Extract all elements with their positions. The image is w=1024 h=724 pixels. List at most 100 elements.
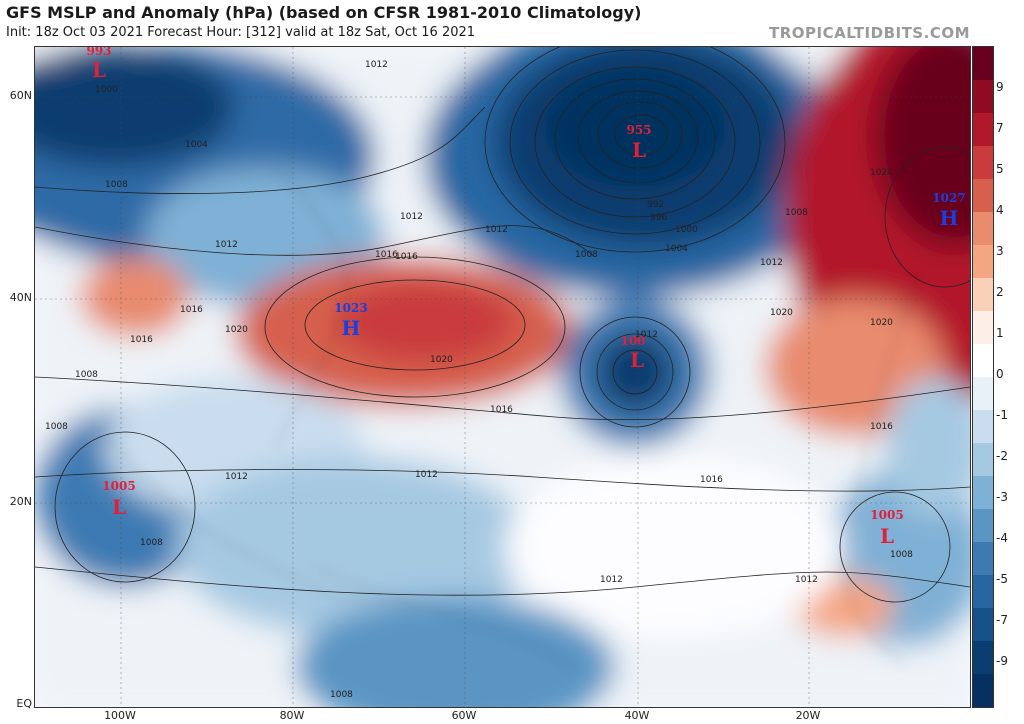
- lon-label-40w: 40W: [624, 709, 650, 722]
- lon-label-100w: 100W: [104, 709, 136, 722]
- colorbar-tick: -7: [996, 613, 1008, 627]
- lat-label-eq: EQ: [16, 697, 32, 710]
- pressure-center-group: 993 L 955 L 1027 H 1023 H 1005 L 1005 L: [86, 47, 965, 548]
- center-value: 993: [86, 47, 111, 58]
- colorbar-segment: [973, 146, 993, 179]
- isobar-label: 1020: [430, 355, 453, 365]
- low-center-1005-mexico: 1005 L: [102, 479, 135, 519]
- lat-label-40n: 40N: [9, 291, 32, 304]
- isobar-label: 1012: [600, 575, 623, 585]
- colorbar-segment: [973, 575, 993, 608]
- isobar-label: 1008: [785, 208, 808, 218]
- isobar-label: 1004: [665, 244, 688, 254]
- isobar-label: 1012: [225, 472, 248, 482]
- colorbar-tick: 3: [996, 244, 1004, 258]
- graticule: [35, 47, 970, 707]
- isobar-label: 1012: [485, 225, 508, 235]
- center-letter: L: [112, 495, 126, 519]
- center-letter: H: [342, 316, 361, 340]
- center-value: 1005: [870, 508, 903, 522]
- map-panel: 1012 1004 1000 1008 1016 1020 1012 1008 …: [34, 46, 971, 708]
- isobar-label: 1012: [215, 240, 238, 250]
- colorbar-segment: [973, 542, 993, 575]
- colorbar-segment: [973, 476, 993, 509]
- isobar-label: 1004: [185, 140, 208, 150]
- low-center-955: 955 L: [626, 123, 651, 162]
- anomaly-shading: [35, 47, 970, 707]
- coastlines: [94, 166, 916, 668]
- lon-label-20w: 20W: [795, 709, 821, 722]
- isobar-label: 1020: [870, 318, 893, 328]
- high-center-1023: 1023 H: [334, 301, 367, 340]
- isobar-label: 1016: [180, 305, 203, 315]
- center-letter: L: [92, 58, 106, 82]
- isobar-label: 1012: [795, 575, 818, 585]
- center-letter: H: [940, 206, 959, 230]
- colorbar-tick: -1: [996, 408, 1008, 422]
- isobar-label: 1012: [760, 258, 783, 268]
- high-center-1027: 1027 H: [932, 191, 965, 230]
- colorbar-segment: [973, 179, 993, 212]
- isobar-label: 992: [647, 200, 664, 210]
- isobar-label: 1008: [890, 550, 913, 560]
- colorbar-segment: [973, 212, 993, 245]
- lon-label-60w: 60W: [451, 709, 477, 722]
- isobar-label: 1008: [105, 180, 128, 190]
- colorbar-segment: [973, 608, 993, 641]
- low-center-993: 993 L: [86, 47, 111, 82]
- isobar-label: 1008: [330, 690, 353, 700]
- center-value: 100: [620, 334, 645, 348]
- isobar-label: 1024: [870, 168, 893, 178]
- colorbar-tick: 2: [996, 285, 1004, 299]
- colorbar-segment: [973, 80, 993, 113]
- isobar-label: 1016: [130, 335, 153, 345]
- colorbar-segment: [973, 509, 993, 542]
- colorbar-segment: [973, 47, 993, 80]
- lat-label-20n: 20N: [9, 495, 32, 508]
- colorbar-segment: [973, 278, 993, 311]
- isobar-label: 1020: [225, 325, 248, 335]
- isobar-label: 1012: [635, 330, 658, 340]
- colorbar-segment: [973, 245, 993, 278]
- colorbar-segment: [973, 311, 993, 344]
- isobar-label: 1012: [365, 60, 388, 70]
- center-value: 1005: [102, 479, 135, 493]
- colorbar-tick: 1: [996, 326, 1004, 340]
- colorbar-tick: -2: [996, 449, 1008, 463]
- isobar-label: 1020: [770, 308, 793, 318]
- isobar-label: 1016: [490, 405, 513, 415]
- colorbar-tick: -3: [996, 490, 1008, 504]
- colorbar-segment: [973, 377, 993, 410]
- isobar-label: 1008: [575, 250, 598, 260]
- colorbar-segment: [973, 410, 993, 443]
- anomaly-colorbar: [972, 46, 994, 708]
- chart-title: GFS MSLP and Anomaly (hPa) (based on CFS…: [6, 3, 642, 22]
- isobar-label: 1008: [75, 370, 98, 380]
- lat-label-60n: 60N: [9, 89, 32, 102]
- isobar-label-group: 1012 1004 1000 1008 1016 1020 1012 1008 …: [45, 60, 913, 700]
- colorbar-tick: 9: [996, 80, 1004, 94]
- colorbar-tick: -9: [996, 654, 1008, 668]
- center-value: 1027: [932, 191, 965, 205]
- colorbar-tick: -4: [996, 531, 1008, 545]
- map-canvas: 1012 1004 1000 1008 1016 1020 1012 1008 …: [35, 47, 970, 707]
- isobar-label: 1000: [675, 225, 698, 235]
- center-letter: L: [630, 348, 644, 372]
- isobar-label: 996: [650, 213, 667, 223]
- isobar-label: 1016: [395, 252, 418, 262]
- colorbar-tick: -5: [996, 572, 1008, 586]
- center-value: 955: [626, 123, 651, 137]
- colorbar-tick: 0: [996, 367, 1004, 381]
- colorbar-segment: [973, 113, 993, 146]
- colorbar-tick: 4: [996, 203, 1004, 217]
- isobar-label: 1016: [870, 422, 893, 432]
- isobar-label: 1016: [700, 475, 723, 485]
- brand-watermark: TROPICALTIDBITS.COM: [769, 24, 970, 42]
- center-letter: L: [632, 138, 646, 162]
- colorbar-segment: [973, 674, 993, 707]
- isobar-label: 1000: [95, 85, 118, 95]
- low-center-1005-africa: 1005 L: [870, 508, 903, 548]
- low-center-100: 100 L: [620, 334, 645, 372]
- isobar-label: 1008: [45, 422, 68, 432]
- isobar-label: 1008: [140, 538, 163, 548]
